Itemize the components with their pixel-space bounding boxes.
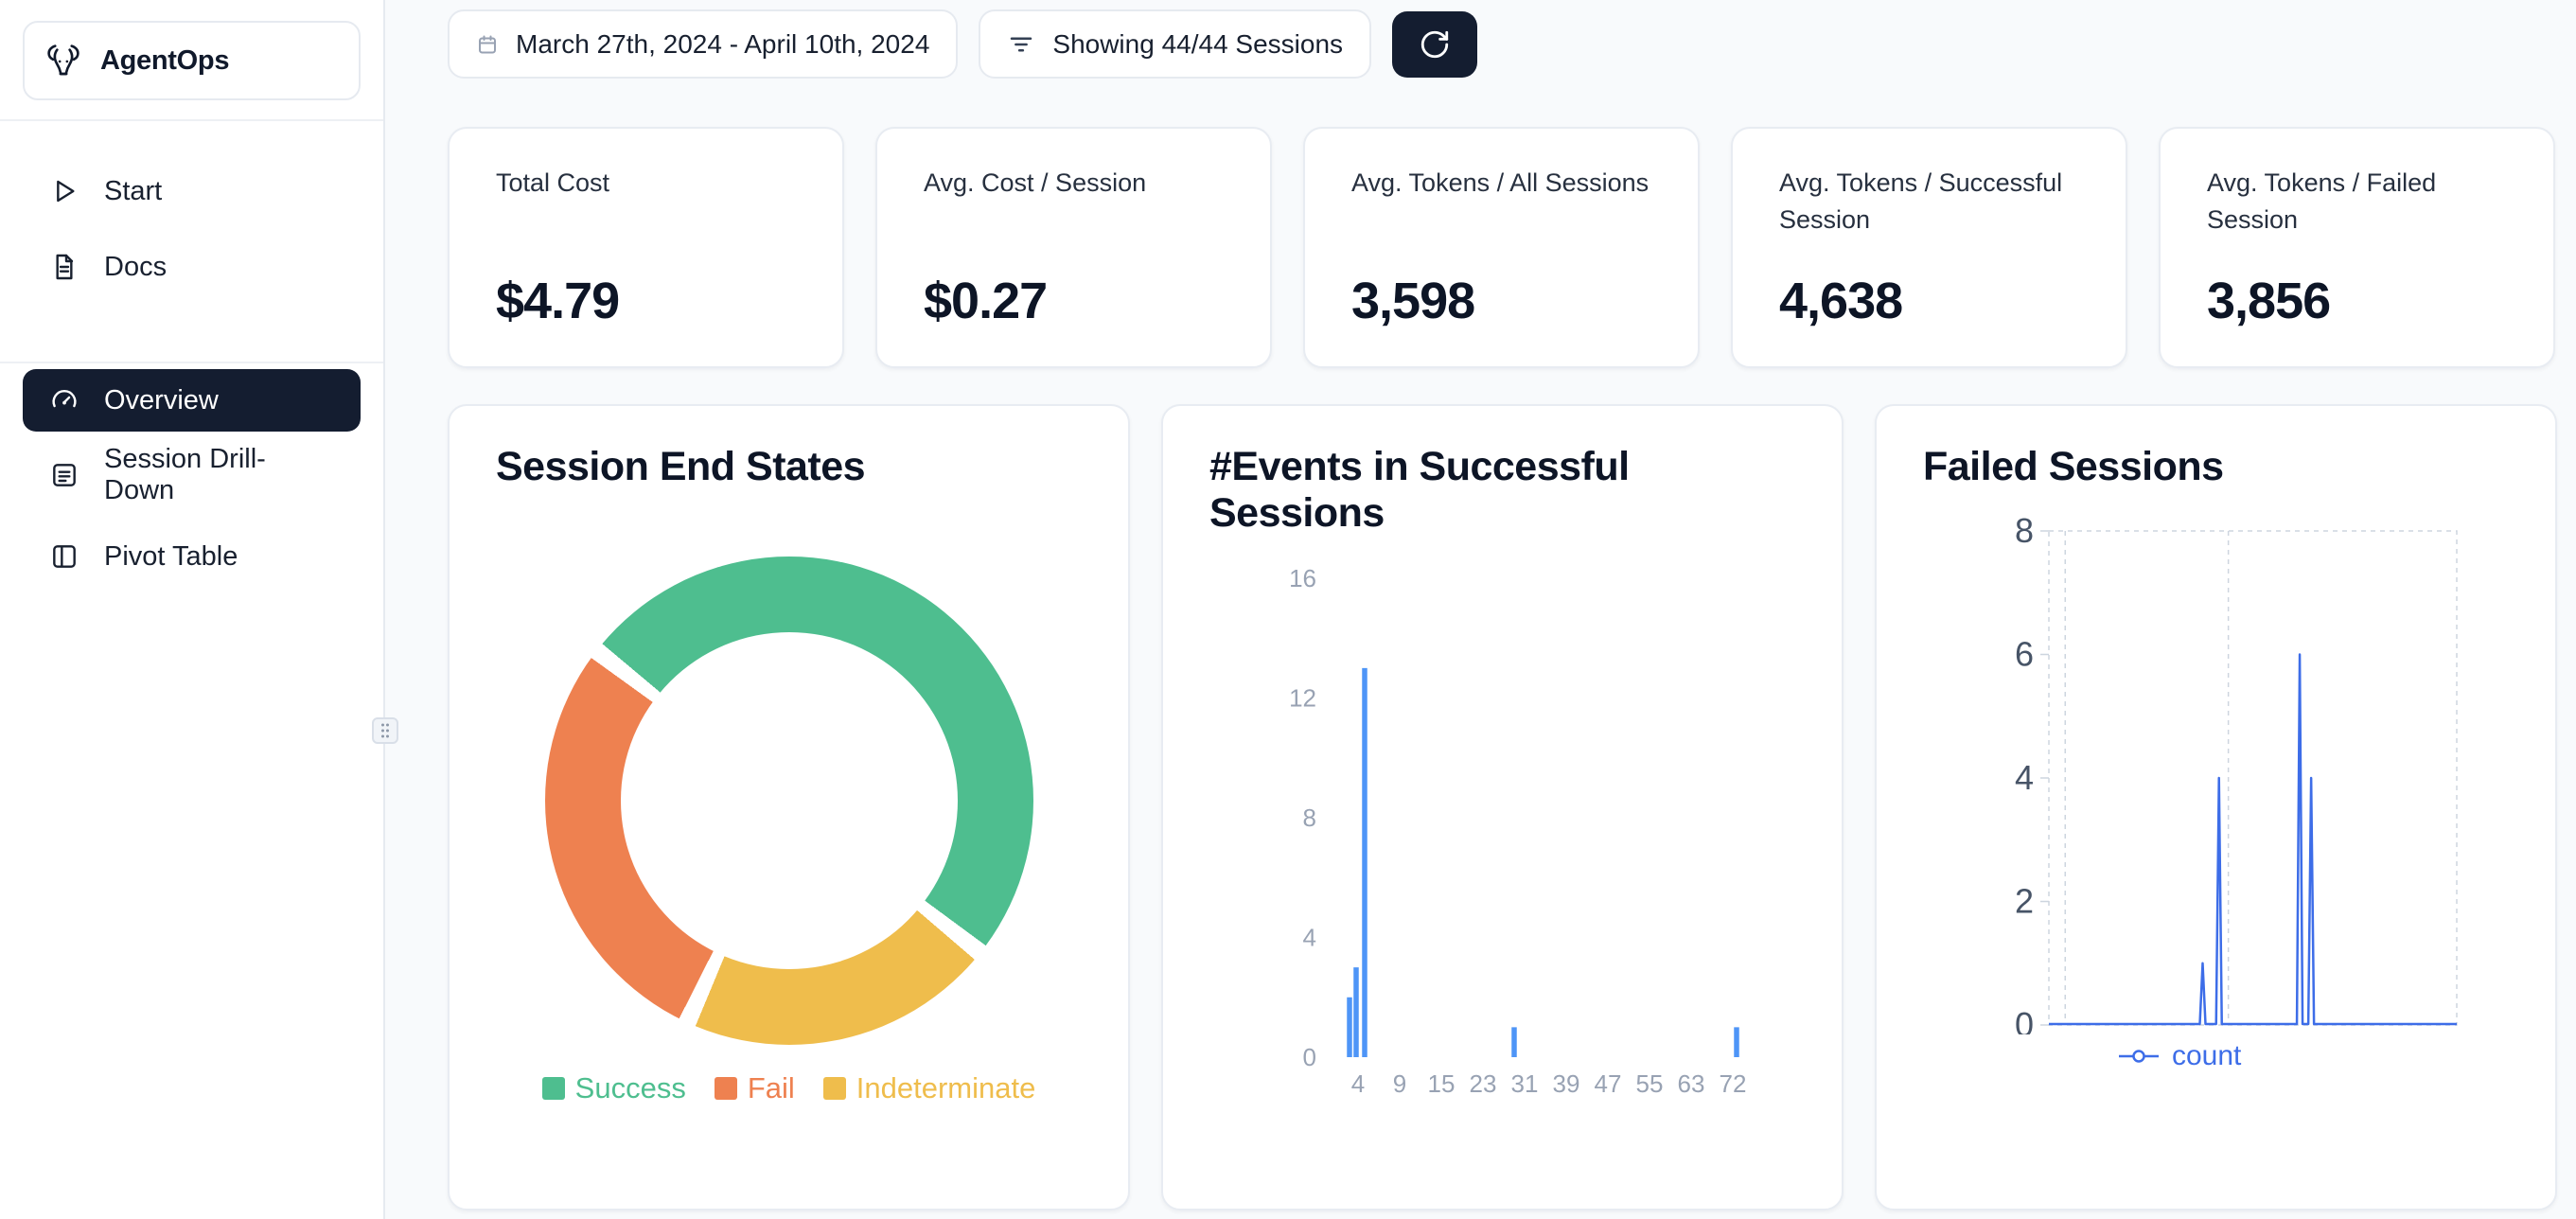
svg-text:72: 72 — [1720, 1069, 1747, 1098]
stat-label: Avg. Tokens / All Sessions — [1351, 168, 1650, 197]
svg-text:47: 47 — [1595, 1069, 1622, 1098]
svg-text:0: 0 — [1303, 1043, 1316, 1071]
sidebar-item-start[interactable]: Start — [23, 153, 361, 229]
legend-swatch-indeterminate — [822, 1077, 846, 1101]
svg-text:8: 8 — [1303, 804, 1316, 832]
sessions-filter-label: Showing 44/44 Sessions — [1052, 28, 1344, 59]
sidebar-item-label: Docs — [104, 251, 168, 282]
sidebar-item-overview[interactable]: Overview — [23, 369, 361, 432]
sidebar-item-docs[interactable]: Docs — [23, 229, 361, 305]
list-box-icon — [49, 460, 79, 490]
play-icon — [49, 176, 79, 206]
svg-text:55: 55 — [1636, 1069, 1664, 1098]
divider — [0, 362, 383, 363]
sidebar-item-label: Session Drill-Down — [104, 444, 266, 505]
svg-text:0: 0 — [2015, 1005, 2034, 1034]
failed-sessions-card: Failed Sessions 0 2 4 6 8 count — [1875, 404, 2557, 1210]
svg-text:63: 63 — [1678, 1069, 1705, 1098]
legend-label: Fail — [747, 1071, 795, 1105]
svg-text:4: 4 — [1351, 1069, 1365, 1098]
count-legend-label: count — [2172, 1040, 2242, 1072]
stat-value: $4.79 — [496, 273, 620, 329]
svg-text:8: 8 — [2015, 511, 2034, 550]
stat-value: 3,598 — [1351, 273, 1475, 329]
divider — [0, 119, 383, 121]
stat-value: $0.27 — [924, 273, 1048, 329]
sidebar-item-label: Start — [104, 175, 163, 206]
sidebar-item-label: Pivot Table — [104, 540, 238, 572]
svg-text:16: 16 — [1289, 564, 1316, 592]
agentops-goat-logo-icon — [44, 41, 83, 80]
legend-swatch-fail — [714, 1077, 737, 1101]
session-end-states-card: Session End States Success Fail Indeterm… — [448, 404, 1130, 1210]
svg-text:4: 4 — [2015, 758, 2034, 797]
stat-value: 4,638 — [1779, 273, 1903, 329]
refresh-icon — [1419, 28, 1451, 61]
stat-label: Avg. Tokens / Successful Session — [1779, 168, 2063, 235]
sidebar-item-label: Overview — [104, 384, 219, 415]
svg-text:4: 4 — [1303, 923, 1316, 951]
filter-icon — [1007, 30, 1035, 59]
svg-text:12: 12 — [1289, 683, 1316, 712]
svg-text:31: 31 — [1511, 1069, 1539, 1098]
donut-legend-item[interactable]: Indeterminate — [822, 1071, 1036, 1105]
stat-label: Avg. Cost / Session — [924, 168, 1147, 197]
columns-icon — [49, 541, 79, 572]
stats-row: Total Cost $4.79 Avg. Cost / Session $0.… — [448, 127, 2555, 368]
sidebar-nav-top: Start Docs — [0, 121, 383, 362]
count-legend-marker — [2119, 1050, 2159, 1064]
legend-label: Success — [574, 1071, 686, 1105]
failed-sessions-legend[interactable]: count — [1923, 1040, 2509, 1072]
logo-text: AgentOps — [100, 44, 230, 76]
calendar-icon — [476, 33, 499, 56]
date-range-picker[interactable]: March 27th, 2024 - April 10th, 2024 — [448, 9, 959, 79]
stat-card-avg-tokens-all: Avg. Tokens / All Sessions 3,598 — [1303, 127, 1700, 368]
session-end-states-donut[interactable] — [544, 556, 1033, 1046]
svg-text:23: 23 — [1470, 1069, 1497, 1098]
sidebar-item-pivot-table[interactable]: Pivot Table — [23, 519, 361, 594]
donut-legend: Success Fail Indeterminate — [496, 1071, 1082, 1105]
stat-card-avg-tokens-successful: Avg. Tokens / Successful Session 4,638 — [1731, 127, 2127, 368]
refresh-button[interactable] — [1392, 10, 1478, 78]
legend-swatch-success — [541, 1077, 565, 1101]
events-in-successful-sessions-card: #Events in Successful Sessions 0 4 8 12 16 4 9… — [1161, 404, 1844, 1210]
legend-label: Indeterminate — [856, 1071, 1036, 1105]
svg-text:6: 6 — [2015, 635, 2034, 674]
svg-text:39: 39 — [1553, 1069, 1580, 1098]
gauge-icon — [49, 385, 79, 415]
sidebar-item-session-drill-down[interactable]: Session Drill-Down — [23, 437, 361, 513]
chart-title: Failed Sessions — [1923, 444, 2224, 489]
sessions-filter[interactable]: Showing 44/44 Sessions — [979, 9, 1372, 79]
donut-legend-item[interactable]: Success — [541, 1071, 686, 1105]
logo[interactable]: AgentOps — [23, 21, 361, 100]
svg-text:9: 9 — [1393, 1069, 1406, 1098]
sidebar-nav-main: Overview Session Drill-Down Pivot Table — [0, 363, 383, 594]
donut-hole — [620, 632, 958, 970]
sidebar-resize-handle[interactable] — [372, 717, 398, 744]
donut-legend-item[interactable]: Fail — [714, 1071, 795, 1105]
stat-label: Avg. Tokens / Failed Session — [2207, 168, 2437, 235]
stat-card-total-cost: Total Cost $4.79 — [448, 127, 844, 368]
document-icon — [49, 252, 79, 282]
sidebar: AgentOps Start Docs — [0, 0, 398, 1219]
stat-card-avg-cost-session: Avg. Cost / Session $0.27 — [875, 127, 1272, 368]
svg-text:2: 2 — [2015, 882, 2034, 921]
date-range-label: March 27th, 2024 - April 10th, 2024 — [516, 28, 930, 59]
stat-value: 3,856 — [2207, 273, 2331, 329]
stat-card-avg-tokens-failed: Avg. Tokens / Failed Session 3,856 — [2159, 127, 2555, 368]
chart-title: #Events in Successful Sessions — [1209, 444, 1630, 537]
chart-title: Session End States — [496, 444, 866, 489]
charts-row: Session End States Success Fail Indeterm… — [448, 404, 2557, 1210]
failed-sessions-chart[interactable]: 0 2 4 6 8 — [1923, 495, 2513, 1034]
stat-label: Total Cost — [496, 168, 610, 197]
svg-text:15: 15 — [1428, 1069, 1456, 1098]
toolbar: March 27th, 2024 - April 10th, 2024 Show… — [448, 9, 1478, 79]
